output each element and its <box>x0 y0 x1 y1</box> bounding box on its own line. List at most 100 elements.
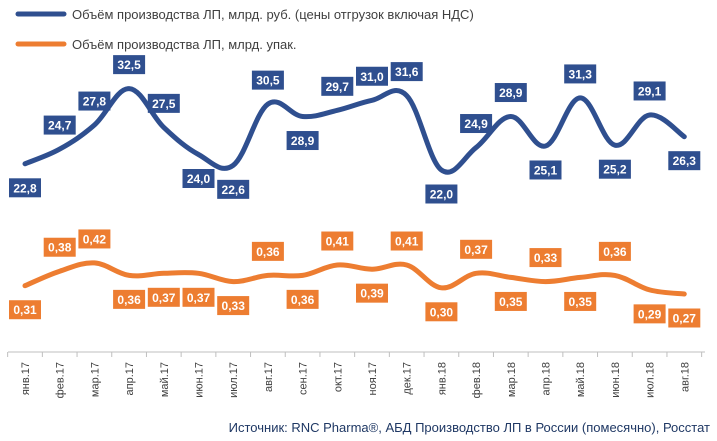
data-label-box <box>217 179 250 199</box>
data-label-box <box>668 151 701 171</box>
x-tick-label: июн.18 <box>610 362 622 398</box>
x-tick-label: май.18 <box>575 362 587 397</box>
data-label-box <box>598 241 631 261</box>
data-label: 22,0 <box>430 188 454 202</box>
data-label: 0,41 <box>326 235 350 249</box>
data-label: 0,35 <box>499 295 523 309</box>
data-label: 32,5 <box>117 58 141 72</box>
data-label-box <box>460 239 493 259</box>
data-label: 24,7 <box>48 119 72 133</box>
data-label-box <box>182 169 215 188</box>
series-line-rub <box>22 86 687 175</box>
data-label-box <box>633 81 666 101</box>
data-label-box <box>9 178 41 198</box>
legend-label-rub: Объём производства ЛП, млрд. руб. (цены … <box>72 7 474 22</box>
data-label: 22,6 <box>222 183 246 197</box>
legend: Объём производства ЛП, млрд. руб. (цены … <box>15 7 474 52</box>
data-label-box <box>564 291 597 311</box>
data-label: 0,38 <box>48 241 72 255</box>
data-label: 0,30 <box>430 305 454 319</box>
x-tick-label: фев.18 <box>471 362 483 398</box>
data-label-box <box>425 184 458 204</box>
data-label-box <box>321 76 354 96</box>
data-labels-pack: 0,31 0,38 0,42 0,36 0,37 0,37 0,33 0,36 0,36 0,41… <box>9 229 701 328</box>
x-tick-label: авг.17 <box>263 362 275 392</box>
x-tick-labels: янв.17 фев.17 мар.17 апр.17 май.17 июн.17 июл.… <box>20 362 691 398</box>
data-label: 29,7 <box>326 80 350 94</box>
source-note: Источник: RNC Pharma®, АБД Производство … <box>229 420 710 435</box>
data-label-box <box>425 302 458 322</box>
data-label-box <box>43 115 76 135</box>
data-label: 0,29 <box>638 307 662 321</box>
data-label-box <box>78 229 111 249</box>
x-tick-label: янв.18 <box>436 362 448 395</box>
data-label: 0,36 <box>256 245 280 259</box>
data-label-box <box>113 55 146 75</box>
data-label: 0,27 <box>673 312 697 326</box>
x-tick-label: ноя.17 <box>367 362 379 395</box>
data-labels-rub: 22,8 24,7 27,8 32,5 27,5 24,0 22,6 30,5 28,9 29,7… <box>9 55 701 204</box>
legend-item-pack: Объём производства ЛП, млрд. упак. <box>15 37 297 52</box>
x-tick-label: июн.17 <box>194 362 206 398</box>
data-label: 0,36 <box>603 245 627 259</box>
data-label-box <box>321 231 354 251</box>
data-label-box <box>217 296 250 316</box>
data-label: 25,2 <box>603 163 627 177</box>
data-label: 0,41 <box>395 235 419 249</box>
data-label: 29,1 <box>638 84 662 98</box>
data-label: 27,8 <box>83 95 107 109</box>
data-label: 0,35 <box>569 295 593 309</box>
data-label: 0,33 <box>222 299 246 313</box>
data-label: 22,8 <box>13 181 37 195</box>
data-label: 0,37 <box>152 291 176 305</box>
x-tick-label: сен.17 <box>298 362 310 395</box>
data-label-box <box>598 159 631 179</box>
x-tick-label: дек.17 <box>402 362 414 395</box>
data-label: 26,3 <box>673 154 697 168</box>
legend-item-rub: Объём производства ЛП, млрд. руб. (цены … <box>15 7 474 22</box>
data-label: 0,39 <box>360 287 384 301</box>
data-label-box <box>356 283 388 303</box>
x-tick-label: окт.17 <box>332 362 344 392</box>
data-label: 0,37 <box>464 243 488 257</box>
data-label: 28,9 <box>291 134 315 148</box>
data-label: 31,3 <box>569 67 593 81</box>
data-label: 24,0 <box>187 172 211 186</box>
x-tick-label: май.17 <box>159 362 171 397</box>
legend-label-pack: Объём производства ЛП, млрд. упак. <box>72 37 297 52</box>
data-label: 31,6 <box>395 65 419 79</box>
series-line-pack <box>22 260 687 297</box>
x-tick-label: авг.18 <box>679 362 691 392</box>
data-label-box <box>494 83 527 103</box>
data-label-box <box>390 62 423 82</box>
data-label-box <box>390 231 423 251</box>
x-tick-marks <box>7 352 703 357</box>
x-tick-label: апр.17 <box>124 362 136 395</box>
data-label-box <box>529 160 562 180</box>
data-label: 28,9 <box>499 86 523 100</box>
data-label: 0,33 <box>534 251 558 265</box>
data-label: 30,5 <box>256 74 280 88</box>
data-label-box <box>286 289 319 309</box>
data-label-box <box>113 289 146 309</box>
data-label: 27,5 <box>152 97 176 111</box>
data-label-box <box>9 300 41 320</box>
data-label-box <box>78 91 111 111</box>
data-label-box <box>668 308 701 328</box>
data-label-box <box>251 70 284 90</box>
data-label: 24,9 <box>464 117 488 131</box>
data-label-box <box>147 287 180 307</box>
data-label: 31,0 <box>360 70 384 84</box>
data-label-box <box>529 248 562 268</box>
data-label: 0,37 <box>187 291 211 305</box>
data-label: 0,36 <box>117 293 141 307</box>
data-label: 0,42 <box>83 232 107 246</box>
data-label-box <box>147 93 180 113</box>
data-label-box <box>251 241 284 261</box>
x-tick-label: апр.18 <box>541 362 553 395</box>
data-label-box <box>494 291 527 311</box>
data-label-box <box>286 131 319 151</box>
data-label-box <box>564 64 597 84</box>
x-tick-label: июл.18 <box>645 362 657 398</box>
